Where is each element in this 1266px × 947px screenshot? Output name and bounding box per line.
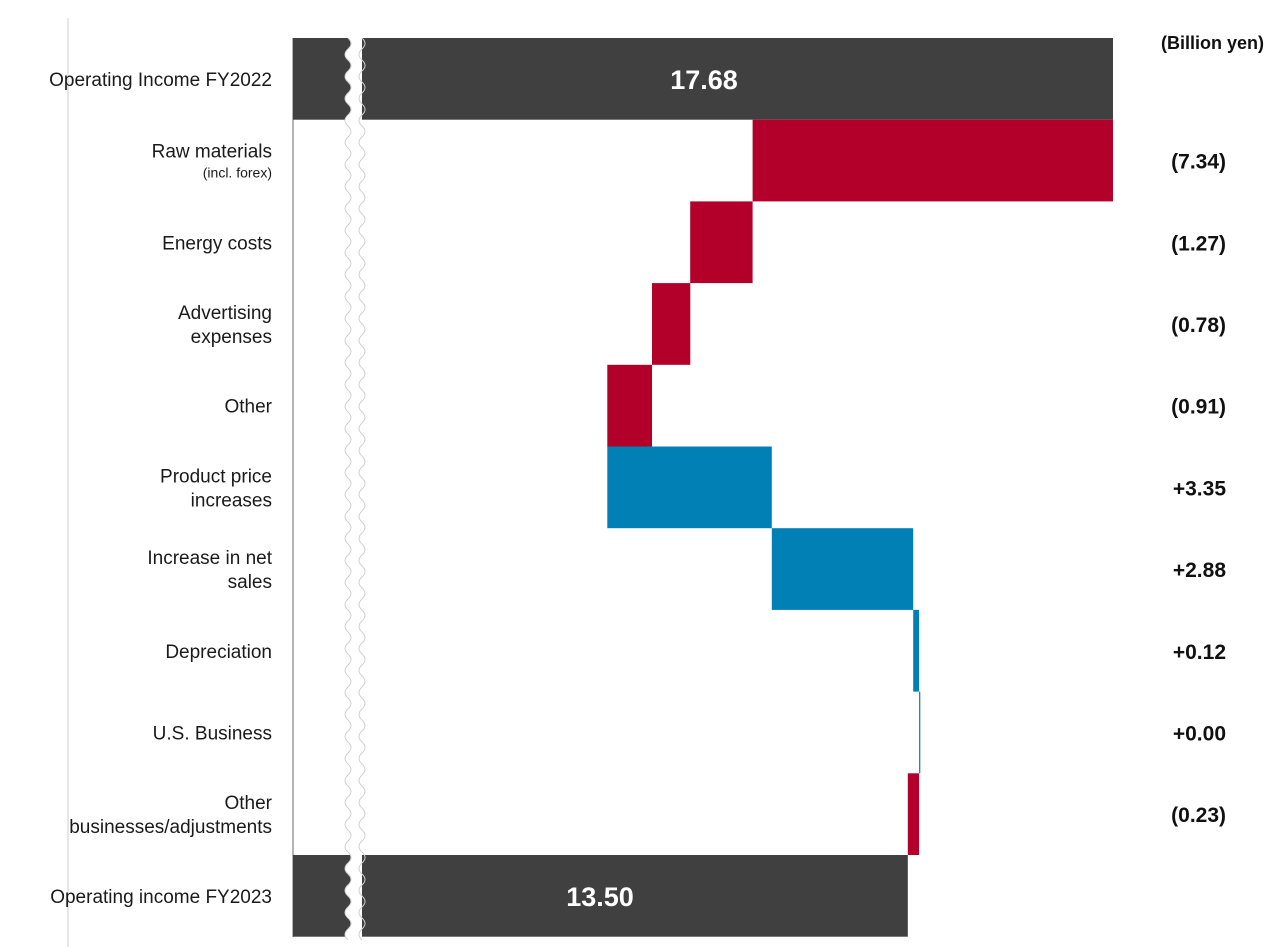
bar-4 xyxy=(607,364,652,447)
delta-value-label-7: +0.12 xyxy=(1173,641,1226,664)
delta-value-label-9: (0.23) xyxy=(1171,804,1226,827)
delta-value-label-5: +3.35 xyxy=(1173,477,1226,500)
total-value-label-10: 13.50 xyxy=(566,882,634,912)
category-label-2: Energy costs xyxy=(162,233,272,254)
bar-7 xyxy=(913,609,920,692)
category-label-4: Other xyxy=(224,397,272,418)
category-label-7: Depreciation xyxy=(165,642,272,663)
delta-value-label-8: +0.00 xyxy=(1173,722,1226,745)
category-label-10: Operating income FY2023 xyxy=(50,887,272,908)
bar-1 xyxy=(752,119,1113,202)
unit-label: (Billion yen) xyxy=(1161,33,1264,53)
bar-8 xyxy=(919,691,921,774)
bar-2 xyxy=(690,201,753,284)
category-label-6: Increase in net sales xyxy=(147,548,272,593)
axis-break-band xyxy=(345,38,362,940)
category-label-8: U.S. Business xyxy=(153,723,272,744)
category-label-0: Operating Income FY2022 xyxy=(49,70,272,91)
axis-break-left-wave xyxy=(344,37,352,941)
category-label-3: Advertising expenses xyxy=(178,303,272,348)
delta-value-label-2: (1.27) xyxy=(1171,232,1226,255)
bar-5 xyxy=(607,446,772,529)
axis-break-right-wave xyxy=(358,37,366,941)
delta-value-label-3: (0.78) xyxy=(1171,314,1226,337)
bar-6 xyxy=(771,528,914,610)
category-label-5: Product price increases xyxy=(160,466,272,511)
delta-value-label-1: (7.34) xyxy=(1171,151,1226,174)
delta-value-label-4: (0.91) xyxy=(1171,396,1226,419)
bar-3 xyxy=(652,283,691,365)
category-label-9: Other businesses/adjustments xyxy=(69,793,272,838)
category-sublabel-1: (incl. forex) xyxy=(203,165,272,181)
bar-0 xyxy=(293,38,1113,120)
bar-10 xyxy=(293,855,908,937)
bar-9 xyxy=(907,773,920,855)
total-value-label-0: 17.68 xyxy=(670,65,738,95)
delta-value-label-6: +2.88 xyxy=(1173,559,1226,582)
category-label-1: Raw materials xyxy=(152,142,272,163)
